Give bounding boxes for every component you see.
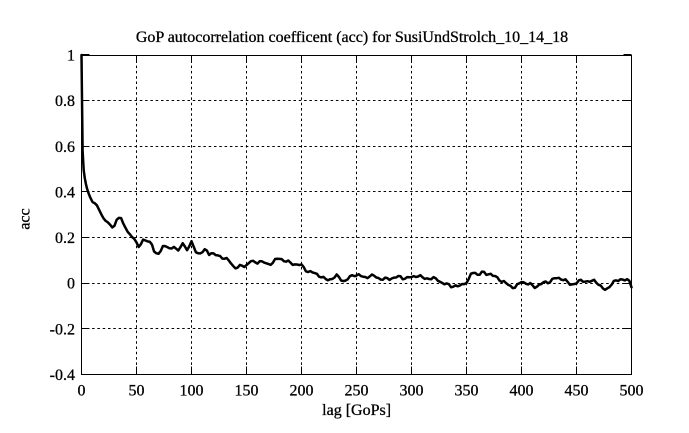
svg-text:500: 500 [620,383,644,400]
svg-text:250: 250 [345,383,369,400]
svg-text:1: 1 [67,48,75,65]
svg-text:150: 150 [235,383,259,400]
svg-text:lag [GoPs]: lag [GoPs] [322,402,391,419]
svg-text:200: 200 [290,383,314,400]
svg-text:0: 0 [67,276,75,293]
svg-text:-0.2: -0.2 [50,321,75,338]
svg-text:400: 400 [510,383,534,400]
svg-text:0.8: 0.8 [55,93,75,110]
svg-text:0.2: 0.2 [55,230,75,247]
svg-text:-0.4: -0.4 [50,367,75,384]
svg-text:100: 100 [180,383,204,400]
svg-text:450: 450 [565,383,589,400]
svg-text:300: 300 [400,383,424,400]
svg-text:0.6: 0.6 [55,139,75,156]
svg-text:GoP autocorrelation coefficent: GoP autocorrelation coefficent (acc) for… [136,29,568,46]
svg-text:0.4: 0.4 [55,184,75,201]
svg-text:0: 0 [78,383,86,400]
svg-text:acc: acc [17,208,34,229]
svg-text:50: 50 [129,383,145,400]
svg-text:350: 350 [455,383,479,400]
